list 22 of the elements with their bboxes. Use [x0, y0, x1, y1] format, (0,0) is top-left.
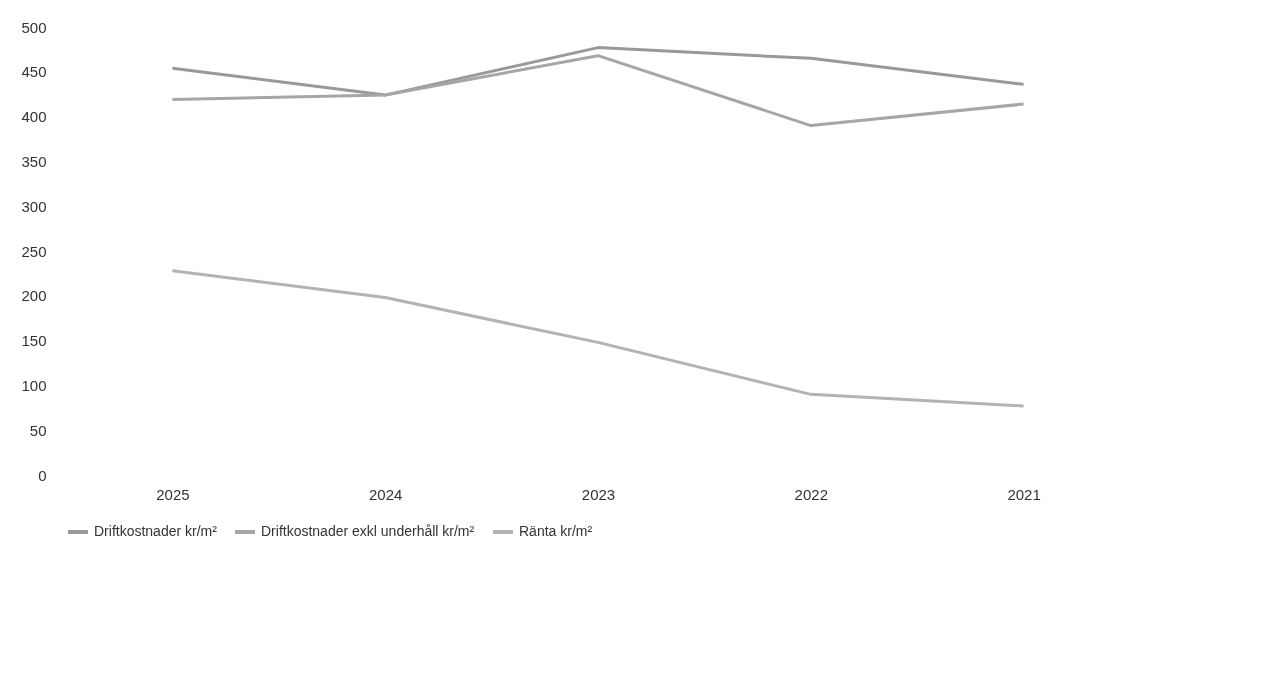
legend-label: Ränta kr/m² [519, 523, 593, 539]
legend-label: Driftkostnader exkl underhåll kr/m² [261, 523, 475, 539]
y-tick-label: 150 [21, 332, 47, 350]
y-tick-label: 500 [21, 18, 47, 36]
x-tick-label: 2021 [1007, 485, 1041, 503]
y-tick-label: 0 [38, 466, 47, 484]
y-tick-label: 50 [29, 421, 47, 439]
line-series [170, 46, 1026, 97]
x-tick-label: 2022 [794, 485, 828, 503]
y-tick-label: 450 [21, 63, 47, 81]
y-tick-label: 200 [21, 287, 47, 305]
legend-label: Driftkostnader kr/m² [94, 523, 218, 539]
y-tick-label: 400 [21, 108, 47, 126]
y-tick-label: 300 [21, 197, 47, 215]
y-tick-label: 100 [21, 376, 47, 394]
line-series [170, 269, 1026, 408]
x-tick-label: 2024 [369, 485, 403, 503]
line-series [170, 54, 1026, 128]
y-tick-label: 350 [21, 152, 47, 170]
y-tick-label: 250 [21, 242, 47, 260]
x-tick-label: 2023 [581, 485, 616, 503]
x-tick-label: 2025 [156, 485, 190, 503]
